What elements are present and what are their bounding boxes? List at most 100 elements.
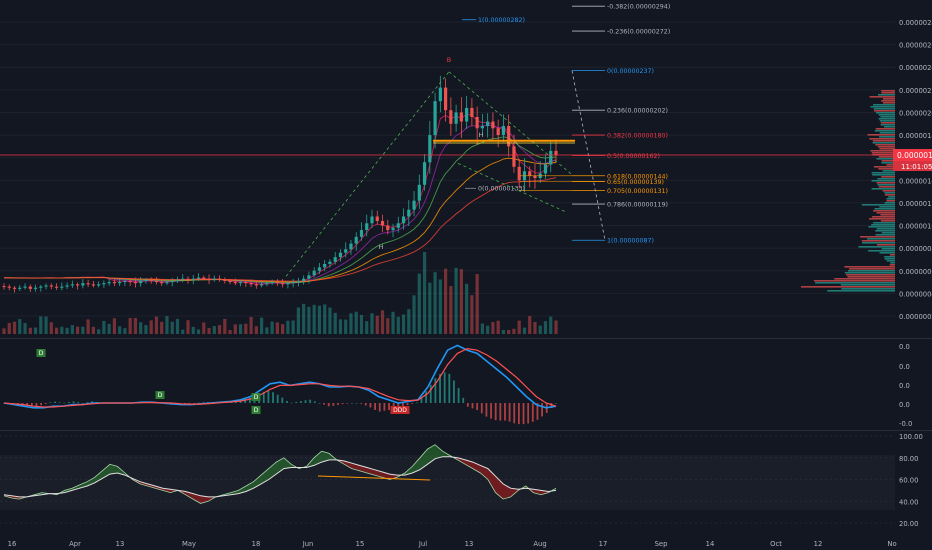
volume-profile-bar xyxy=(868,250,895,252)
oscillator-histogram-bar xyxy=(350,403,353,404)
time-axis[interactable]: 16 Apr 13 May 18 Jun 15 Jul 13 Aug 17 Sep 14 Oct 12 No xyxy=(0,536,932,550)
price-tick-label: 0.00000260 xyxy=(899,42,932,50)
volume-profile-bar xyxy=(880,220,895,222)
volume-profile-bar xyxy=(877,244,895,246)
candle-body xyxy=(302,278,306,281)
volume-bar xyxy=(344,319,348,334)
candle-body xyxy=(91,284,95,286)
time-tick-label: Jun xyxy=(302,540,314,548)
candle-body xyxy=(39,286,43,288)
candle-body xyxy=(543,164,548,174)
oscillator-histogram-bar xyxy=(490,403,492,419)
volume-profile-bar xyxy=(877,184,895,186)
candle-body xyxy=(260,284,264,286)
oscillator-histogram-bar xyxy=(286,400,288,403)
oscillator-marker: D xyxy=(254,394,259,401)
candle-body xyxy=(501,126,506,136)
candle-body xyxy=(186,278,190,280)
volume-profile-bar xyxy=(873,104,895,106)
volume-profile-bar xyxy=(876,182,895,184)
candle-body xyxy=(454,112,458,124)
oscillator-histogram-bar xyxy=(466,403,469,407)
candle-body xyxy=(244,282,248,284)
candle-body xyxy=(86,283,90,285)
price-pane-bg xyxy=(0,0,895,338)
oscillator-histogram-bar xyxy=(262,391,265,403)
oscillator-histogram-bar xyxy=(448,373,451,403)
candle-body xyxy=(323,263,327,268)
trendline-up xyxy=(285,71,450,277)
volume-bar xyxy=(70,325,74,334)
oscillator-histogram-bar xyxy=(457,387,460,403)
candle-body xyxy=(160,282,164,284)
candle-body xyxy=(517,166,521,181)
rsi-line-slow xyxy=(3,456,557,498)
candle-body xyxy=(512,146,516,167)
candle-body xyxy=(212,278,216,280)
volume-profile-bar xyxy=(875,230,895,232)
volume-bar xyxy=(7,322,11,334)
volume-profile-bar xyxy=(878,146,895,148)
fib-level-label: 1(0.00000087) xyxy=(607,238,654,245)
oscillator-histogram-bar xyxy=(462,397,465,403)
volume-bar xyxy=(386,318,390,334)
candle-body xyxy=(401,216,406,224)
candle-body xyxy=(249,283,253,285)
oscillator-histogram-bar xyxy=(411,403,414,404)
volume-bar xyxy=(391,311,395,334)
oscillator-markers: DD DD DDD xyxy=(36,349,410,414)
time-tick-label: May xyxy=(182,540,196,548)
oscillator-histogram-bar xyxy=(281,397,284,403)
volume-profile-bar xyxy=(881,162,895,164)
oscillator-histogram-bar xyxy=(193,403,196,404)
volume-bar xyxy=(23,323,27,334)
candle-body xyxy=(433,101,437,136)
volume-profile-bar xyxy=(889,264,895,266)
time-tick-label: No xyxy=(887,540,896,548)
volume-bar xyxy=(401,314,406,334)
candle-body xyxy=(54,286,59,288)
candle-body xyxy=(102,283,106,285)
volume-bar xyxy=(44,316,48,334)
volume-bar xyxy=(349,313,353,334)
volume-bar xyxy=(49,322,53,334)
volume-bar xyxy=(454,267,458,334)
volume-bar xyxy=(417,273,421,334)
volume-profile-bar xyxy=(840,284,895,286)
volume-profile-bar xyxy=(884,202,895,204)
volume-bar xyxy=(554,320,558,334)
volume-profile-bar xyxy=(879,148,895,150)
volume-bar xyxy=(18,319,22,334)
candle-body xyxy=(107,282,111,284)
oscillator-histogram-bar xyxy=(480,403,483,414)
volume-bar xyxy=(33,327,38,334)
candle-body xyxy=(396,223,400,228)
oscillator-histogram-bar xyxy=(30,403,33,407)
oscillator-marker: D xyxy=(158,392,163,399)
volume-profile-bar xyxy=(880,122,895,124)
fib-level-label: 0(0.00000237) xyxy=(607,68,654,75)
oscillator-histogram-bar xyxy=(485,403,488,417)
candle-body xyxy=(149,279,153,281)
volume-profile-bar xyxy=(881,248,895,250)
volume-profile-bar xyxy=(879,136,895,138)
oscillator-histogram-bar xyxy=(494,403,497,421)
price-axis[interactable]: 0.00000280 0.00000260 0.00000240 0.00000220… xyxy=(893,0,932,338)
oscillator-histogram-bar xyxy=(77,402,80,403)
volume-bar xyxy=(396,316,400,334)
candle-body xyxy=(33,287,38,289)
oscillator-tick-label: 0.0 xyxy=(899,401,910,409)
volume-bar xyxy=(170,321,174,334)
oscillator-histogram-bar xyxy=(378,403,381,412)
oscillator-histogram-bar xyxy=(68,401,70,403)
candle-body xyxy=(170,280,174,283)
volume-profile-bar xyxy=(878,118,895,120)
volume-profile-bar xyxy=(847,270,895,272)
candle-body xyxy=(265,283,269,285)
oscillator-tick-label: 0.0 xyxy=(899,382,910,390)
volume-bar xyxy=(333,312,337,334)
trendline-channel xyxy=(457,162,567,213)
volume-profile-bar xyxy=(868,226,895,228)
countdown-label: 11:01:05 xyxy=(901,163,932,171)
oscillator-histogram-bar xyxy=(244,399,247,403)
